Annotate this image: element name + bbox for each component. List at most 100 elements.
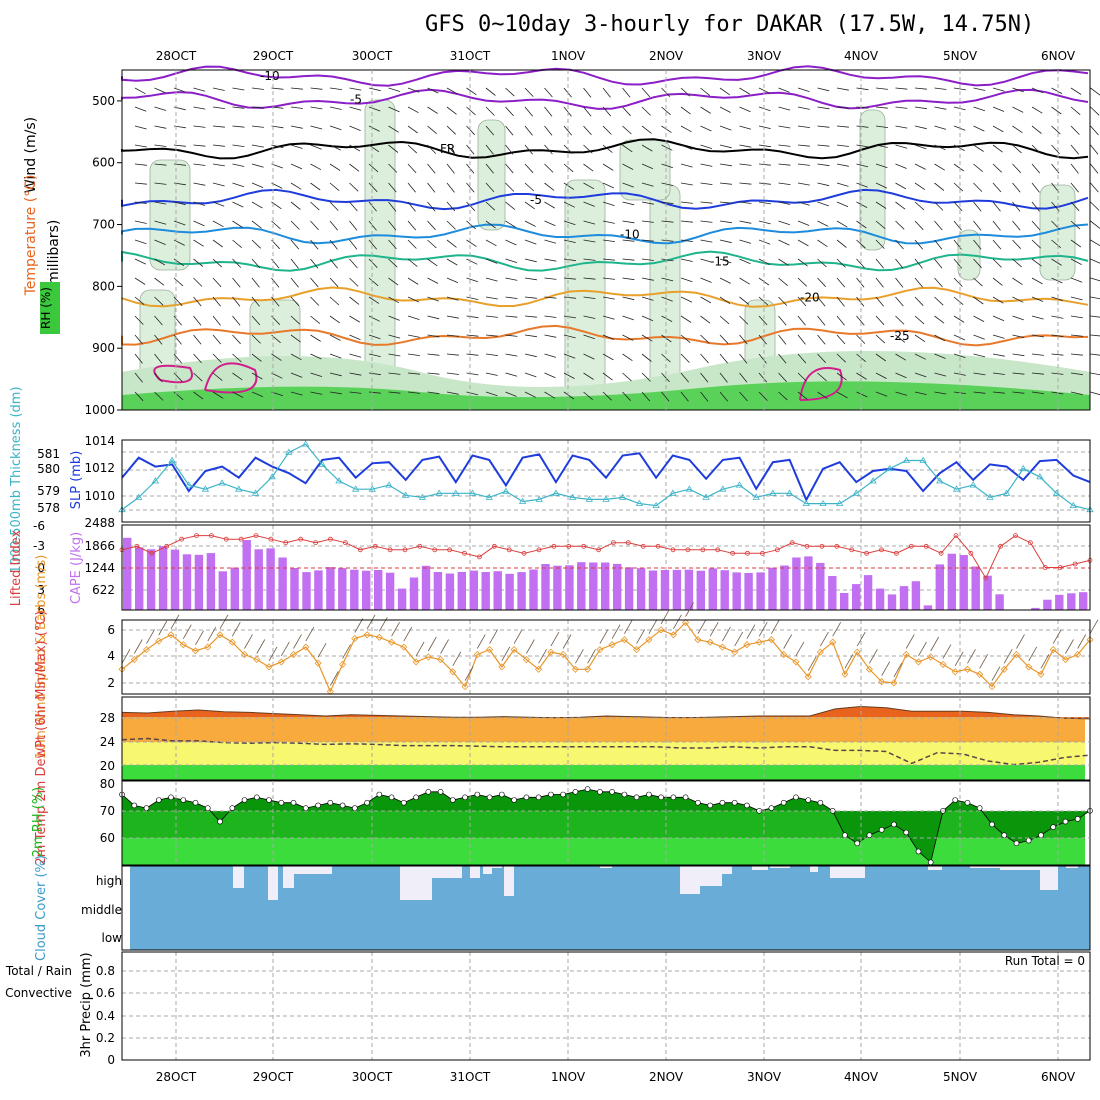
- wind-barb: [914, 372, 927, 378]
- cape-bar: [983, 575, 992, 610]
- wind-barb: [680, 277, 693, 283]
- wind-barb: [719, 334, 729, 344]
- wind-barb: [836, 334, 846, 345]
- wind-marker: [216, 631, 224, 639]
- wind-barb: [524, 182, 535, 192]
- cape-tick: 622: [92, 583, 115, 597]
- wind-barb: [680, 144, 693, 150]
- wind-barb: [427, 391, 440, 395]
- wind-marker: [167, 631, 175, 639]
- thickness-marker: [1036, 473, 1044, 480]
- cloud-gap: [1040, 866, 1058, 890]
- wind-barb: [583, 106, 592, 117]
- rh-marker: [682, 794, 689, 801]
- thickness-tick: 579: [37, 484, 60, 498]
- cape-bar: [684, 569, 694, 610]
- li-marker: [164, 543, 170, 549]
- date-label-top: 28OCT: [156, 49, 197, 63]
- wind-barb: [700, 182, 713, 185]
- wind-barb: [673, 614, 682, 629]
- wind-barb: [641, 258, 654, 261]
- thickness-marker: [1002, 489, 1011, 496]
- wind-barb: [1031, 182, 1040, 193]
- wind-barb: [836, 315, 845, 326]
- wind-marker: [449, 668, 457, 676]
- wind-barb: [739, 296, 750, 305]
- cape-bar: [1031, 607, 1040, 610]
- thickness-tick: 578: [37, 501, 60, 515]
- wind-barb: [388, 353, 401, 357]
- wind-barb: [709, 622, 719, 637]
- wind-marker: [547, 648, 555, 656]
- wind-barb: [934, 144, 946, 151]
- wind-barb: [538, 649, 547, 664]
- wind-barb: [836, 106, 849, 109]
- wind-barb: [427, 163, 436, 174]
- wind-barb: [501, 646, 511, 662]
- wind-barb: [466, 296, 479, 300]
- isotherm-label: -5: [530, 193, 542, 207]
- wind-barb: [602, 315, 615, 320]
- wind-barb: [544, 201, 556, 209]
- wind-barb: [739, 106, 751, 113]
- wind-barb: [173, 296, 183, 307]
- wind-barb: [953, 277, 963, 287]
- wind-barb: [505, 353, 518, 357]
- rh-marker: [780, 799, 787, 806]
- rh-band-low: [122, 838, 1085, 865]
- thickness-marker: [835, 499, 844, 506]
- li-marker: [715, 547, 721, 553]
- wind-barb: [719, 391, 729, 402]
- li-marker: [1013, 533, 1018, 538]
- wind-barb: [641, 315, 654, 322]
- wind-barb: [934, 315, 945, 324]
- wind-barb: [154, 163, 167, 166]
- cape-bar: [887, 594, 897, 610]
- wind-barb: [427, 353, 440, 356]
- thickness-marker: [1069, 501, 1078, 508]
- rh-marker: [302, 805, 309, 811]
- wind-barb: [349, 258, 358, 269]
- wind-barb: [349, 182, 359, 192]
- wind-barb: [739, 277, 751, 285]
- wind-barb: [895, 182, 907, 190]
- wind-barb: [739, 239, 752, 244]
- wind-barb: [505, 258, 518, 263]
- wind-barb: [575, 649, 584, 664]
- li-marker: [908, 543, 914, 549]
- cape-bar: [326, 567, 335, 610]
- wind-barb: [930, 636, 940, 652]
- wind-barb: [719, 144, 732, 149]
- wind-barb: [778, 277, 788, 287]
- wind-barb: [992, 239, 1002, 250]
- wind-barb: [154, 315, 163, 326]
- wind-barb: [446, 144, 456, 155]
- wind-barb: [1012, 353, 1025, 357]
- wind-barb: [366, 614, 376, 629]
- wind-barb: [446, 220, 456, 230]
- wind-barb: [661, 258, 674, 262]
- rh-marker: [462, 794, 468, 801]
- wind-barb: [544, 182, 555, 191]
- li-tick: 0: [37, 561, 45, 575]
- li-marker: [432, 547, 438, 553]
- wind-barb: [953, 353, 966, 358]
- wind-barb: [388, 87, 401, 92]
- wind-barb: [446, 106, 457, 115]
- wind-barb: [193, 372, 203, 382]
- cape-bar: [601, 562, 610, 610]
- wind-barb: [466, 391, 479, 396]
- cape-bar: [720, 570, 729, 610]
- wind-barb: [953, 182, 964, 192]
- date-label-top: 29OCT: [253, 49, 294, 63]
- rh-marker: [535, 794, 542, 801]
- wind-barb: [700, 220, 713, 223]
- wind-barb: [232, 353, 242, 363]
- wind-barb: [739, 163, 752, 166]
- wind-barb: [485, 296, 498, 300]
- wind-marker: [718, 643, 726, 651]
- cape-tick: 1866: [84, 539, 115, 553]
- wind-barb: [700, 106, 711, 114]
- wind-barb: [193, 239, 204, 247]
- wind-barb: [836, 239, 847, 248]
